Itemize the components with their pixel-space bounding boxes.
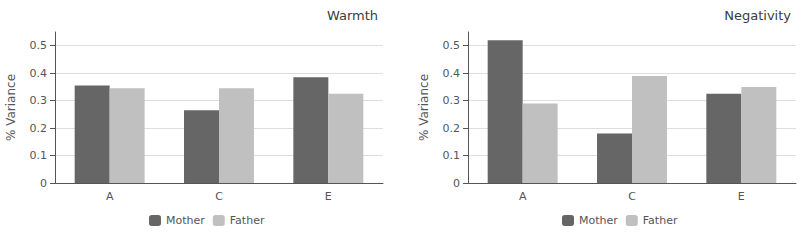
svg-text:A: A (106, 190, 114, 203)
svg-text:% Variance: % Variance (417, 74, 431, 141)
svg-text:0.5: 0.5 (443, 39, 461, 52)
svg-text:Warmth: Warmth (327, 8, 378, 23)
svg-text:% Variance: % Variance (4, 74, 18, 141)
svg-text:0.4: 0.4 (30, 67, 48, 80)
svg-text:0: 0 (40, 177, 47, 190)
svg-text:Father: Father (230, 214, 265, 227)
svg-text:E: E (325, 190, 332, 203)
svg-text:0.4: 0.4 (443, 67, 461, 80)
svg-text:C: C (215, 190, 223, 203)
svg-text:A: A (519, 190, 527, 203)
svg-text:0.3: 0.3 (30, 94, 48, 107)
svg-text:0.2: 0.2 (30, 122, 48, 135)
svg-text:Mother: Mother (166, 214, 205, 227)
svg-text:0: 0 (453, 177, 460, 190)
svg-text:0.3: 0.3 (443, 94, 461, 107)
svg-text:Father: Father (643, 214, 678, 227)
svg-text:E: E (738, 190, 745, 203)
svg-text:C: C (628, 190, 636, 203)
svg-text:0.5: 0.5 (30, 39, 48, 52)
svg-text:0.1: 0.1 (30, 149, 48, 162)
svg-text:0.1: 0.1 (443, 149, 461, 162)
svg-text:Negativity: Negativity (724, 8, 791, 23)
svg-text:0.2: 0.2 (443, 122, 461, 135)
svg-text:Mother: Mother (579, 214, 618, 227)
